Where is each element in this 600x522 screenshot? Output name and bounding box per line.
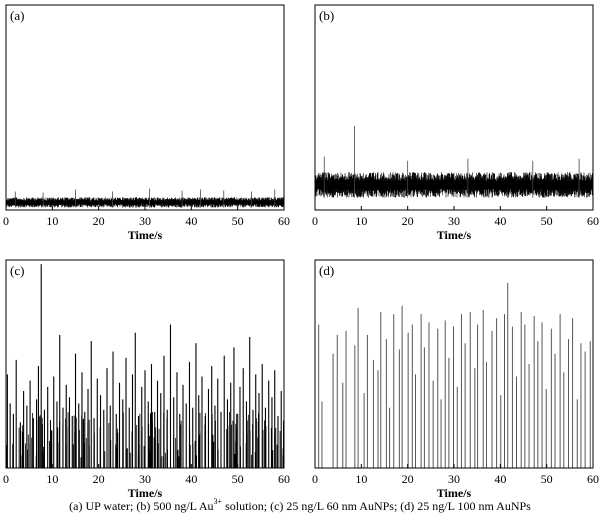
caption-part-a: (a) UP water; (b) 500 ng/L Au: [69, 499, 214, 513]
x-tick-label: 20: [93, 472, 105, 486]
x-tick-label: 30: [139, 214, 151, 228]
x-tick-label: 0: [312, 214, 318, 228]
panel-1: 0 10 20 30 40 50 60 Time/s (a): [3, 4, 290, 242]
x-tick-label: 60: [587, 472, 599, 486]
x-tick-label: 30: [448, 472, 460, 486]
x-tick-label: 60: [278, 214, 290, 228]
x-tick-label: 50: [232, 214, 244, 228]
x-tick-label: 10: [355, 214, 367, 228]
figure-caption: (a) UP water; (b) 500 ng/L Au3+ solution…: [0, 497, 600, 514]
x-tick-label: 50: [541, 214, 553, 228]
x-tick-label: 50: [232, 472, 244, 486]
x-tick-label: 50: [541, 472, 553, 486]
plot-area: [6, 188, 284, 208]
panel-2: 0 10 20 30 40 50 60 Time/s (b): [312, 4, 599, 242]
x-tick-label: 0: [312, 472, 318, 486]
caption-part-b: solution; (c) 25 ng/L 60 nm AuNPs; (d) 2…: [222, 499, 531, 513]
x-tick-label: 0: [3, 214, 9, 228]
plot-area: [6, 264, 284, 468]
x-tick-label: 40: [494, 214, 506, 228]
x-tick-label: 40: [185, 472, 197, 486]
pulse-clutter: [6, 411, 284, 468]
x-axis-title: Time/s: [437, 228, 472, 242]
noise-band: [315, 172, 593, 198]
x-tick-label: 20: [93, 214, 105, 228]
x-axis-title: Time/s: [128, 486, 163, 500]
panel-4: 0 10 20 30 40 50 60 Time/s (d): [312, 259, 599, 500]
x-tick-label: 10: [46, 472, 58, 486]
x-tick-label: 40: [494, 472, 506, 486]
panel-label: (d): [319, 263, 334, 278]
x-tick-label: 20: [402, 214, 414, 228]
x-tick-label: 30: [448, 214, 460, 228]
x-tick-label: 60: [278, 472, 290, 486]
panel-frame: [5, 4, 285, 211]
x-tick-label: 20: [402, 472, 414, 486]
panel-label: (c): [10, 263, 24, 278]
panel-label: (b): [319, 8, 334, 23]
caption-superscript: 3+: [213, 497, 223, 506]
x-axis-title: Time/s: [128, 228, 163, 242]
noise-band: [6, 197, 284, 208]
x-tick-label: 10: [355, 472, 367, 486]
x-tick-label: 40: [185, 214, 197, 228]
panel-3: 0 10 20 30 40 50 60 Time/s (c): [3, 259, 290, 500]
panel-label: (a): [10, 8, 24, 23]
plot-area: [318, 282, 591, 468]
x-tick-label: 10: [46, 214, 58, 228]
x-axis-title: Time/s: [437, 486, 472, 500]
plot-area: [315, 125, 593, 198]
x-tick-label: 60: [587, 214, 599, 228]
x-tick-label: 30: [139, 472, 151, 486]
x-tick-label: 0: [3, 472, 9, 486]
